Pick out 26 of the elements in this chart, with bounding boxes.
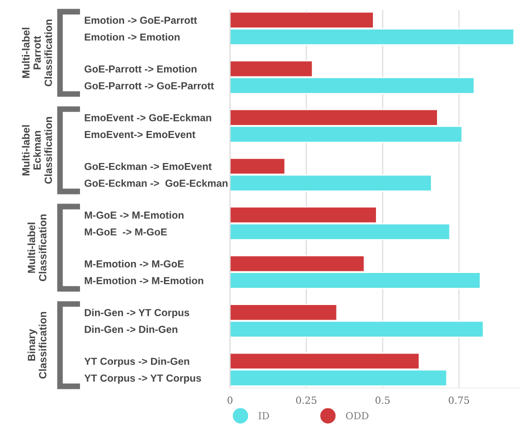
y-tick-label: GoE-Eckman -> EmoEvent <box>84 162 212 170</box>
legend-label: ODD <box>346 412 368 420</box>
x-tick-label: 0 <box>228 396 232 404</box>
y-tick-label: Emotion -> Emotion <box>84 33 180 41</box>
text: Multi-label Classification <box>28 214 46 282</box>
y-tick-label: M-GoE -> M-Emotion <box>84 211 184 219</box>
y-tick-label: Emotion -> GoE-Parrott <box>84 16 197 24</box>
y-tick-label: Din-Gen -> Din-Gen <box>84 326 178 333</box>
y-tick-label: YT Corpus -> YT Corpus <box>84 374 202 384</box>
y-tick-label: EmoEvent-> EmoEvent <box>84 131 196 138</box>
text: Multi-label Eckman Classification <box>22 117 52 184</box>
y-tick-label: GoE-Eckman -> GoE-Eckman <box>84 179 228 187</box>
legend-label: ID <box>258 412 270 420</box>
y-tick-label: M-Emotion -> M-GoE <box>84 260 184 268</box>
y-tick-label: Din-Gen -> YT Corpus <box>84 308 190 318</box>
y-tick-label: M-GoE -> M-GoE <box>84 228 167 236</box>
y-tick-label: GoE-Parrott -> Emotion <box>84 65 196 73</box>
y-tick-label: EmoEvent -> GoE-Eckman <box>84 114 212 122</box>
y-tick-label: YT Corpus -> Din-Gen <box>84 357 190 367</box>
y-tick-label: M-Emotion -> M-Emotion <box>84 276 204 284</box>
x-tick-label: 0.5 <box>376 396 390 404</box>
x-tick-label: 0.25 <box>296 396 316 404</box>
text: Multi-label Parrott Classification <box>22 20 52 86</box>
text: Binary Classification <box>28 312 46 379</box>
x-tick-label: 0.75 <box>448 396 470 404</box>
y-tick-label: GoE-Parrott -> GoE-Parrott <box>84 82 214 90</box>
